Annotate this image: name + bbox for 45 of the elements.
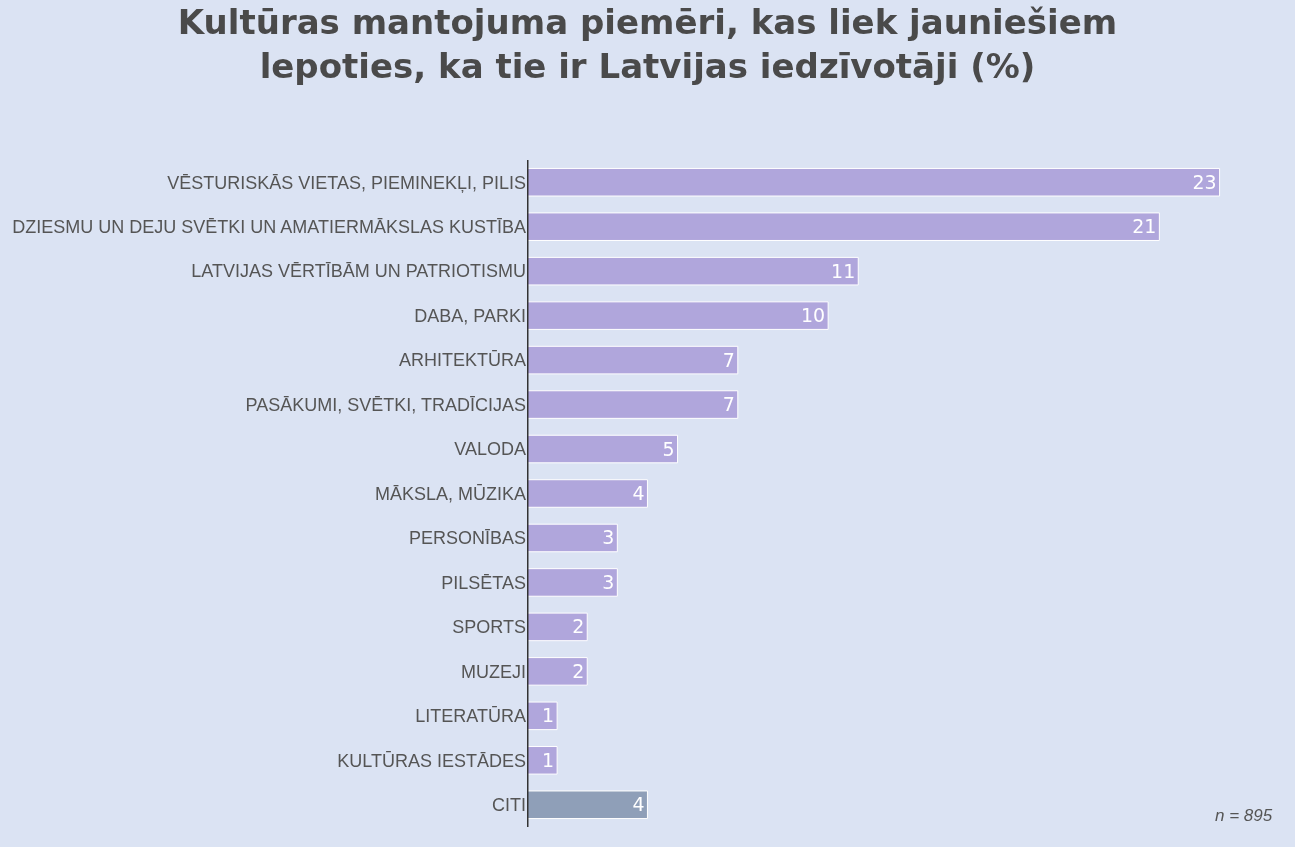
data-label: 4 [632, 793, 645, 816]
y-tick-label: DABA, PARKI [414, 305, 526, 326]
y-tick-label: KULTŪRAS IESTĀDES [337, 750, 526, 771]
data-label: 7 [722, 348, 735, 371]
data-label: 1 [542, 704, 555, 727]
y-tick-label: MUZEJI [461, 661, 526, 682]
bar [527, 434, 679, 464]
data-label: 21 [1132, 215, 1157, 238]
data-label: 2 [572, 615, 585, 638]
y-tick-label: ARHITEKTŪRA [398, 350, 526, 371]
data-label: 23 [1192, 170, 1217, 193]
data-label: 10 [800, 304, 826, 327]
y-tick-label: LITERATŪRA [415, 706, 526, 727]
bar [527, 212, 1160, 241]
y-tick-label: DZIESMU UN DEJU SVĒTKI UN AMATIERMĀKSLAS KUSTĪBA [12, 217, 526, 237]
bar [527, 479, 648, 508]
y-tick-label: CITI [492, 795, 526, 816]
bar [527, 568, 618, 597]
y-tick-label: PILSĒTAS [441, 572, 526, 593]
bar [527, 790, 648, 820]
data-label: 11 [831, 259, 856, 282]
bar [527, 657, 588, 686]
data-label: 7 [722, 393, 735, 416]
y-tick-label: MĀKSLA, MŪZIKA [374, 483, 526, 504]
annotation: n = 895 [1215, 806, 1273, 825]
chart-title: Kultūras mantojuma piemēri, kas liek jauniešiem lepoties, ka tie ir Latvijas iedzīvotāji (%) [177, 1, 1118, 87]
y-tick-label: VALODA [454, 439, 526, 460]
y-tick-label: PASĀKUMI, SVĒTKI, TRADĪCIJAS [245, 394, 526, 415]
bar [527, 167, 1221, 197]
bar [527, 256, 859, 286]
data-label: 1 [542, 748, 555, 771]
data-label: 4 [632, 481, 645, 504]
bar [527, 523, 618, 553]
data-label: 5 [662, 437, 675, 460]
bar [527, 345, 739, 375]
y-tick-label: PERSONĪBAS [408, 528, 526, 549]
bar [527, 612, 588, 642]
data-label: 3 [602, 570, 615, 593]
y-tick-label: SPORTS [452, 617, 526, 638]
y-tick-label: LATVIJAS VĒRTĪBĀM UN PATRIOTISMU [191, 261, 526, 282]
y-tick-label: VĒSTURISKĀS VIETAS, PIEMINEKĻI, PILIS [167, 172, 526, 193]
data-label: 2 [572, 659, 585, 682]
bar [527, 390, 739, 419]
data-label: 3 [602, 526, 615, 549]
bar [527, 301, 829, 330]
